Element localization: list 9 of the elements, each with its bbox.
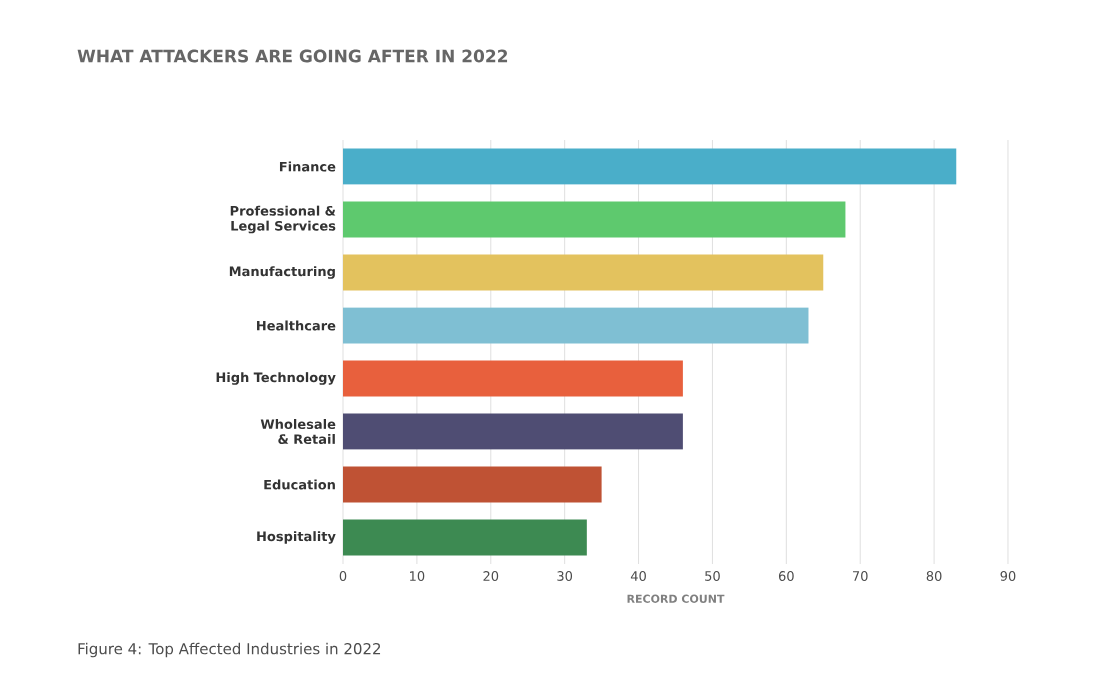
bar [343,254,824,291]
bar [343,307,809,344]
bar [343,466,602,503]
bar [343,148,957,185]
bar [343,360,683,397]
bar [343,201,846,238]
chart-title: WHAT ATTACKERS ARE GOING AFTER IN 2022 [77,49,508,63]
bar [343,413,683,450]
bar [343,519,587,556]
